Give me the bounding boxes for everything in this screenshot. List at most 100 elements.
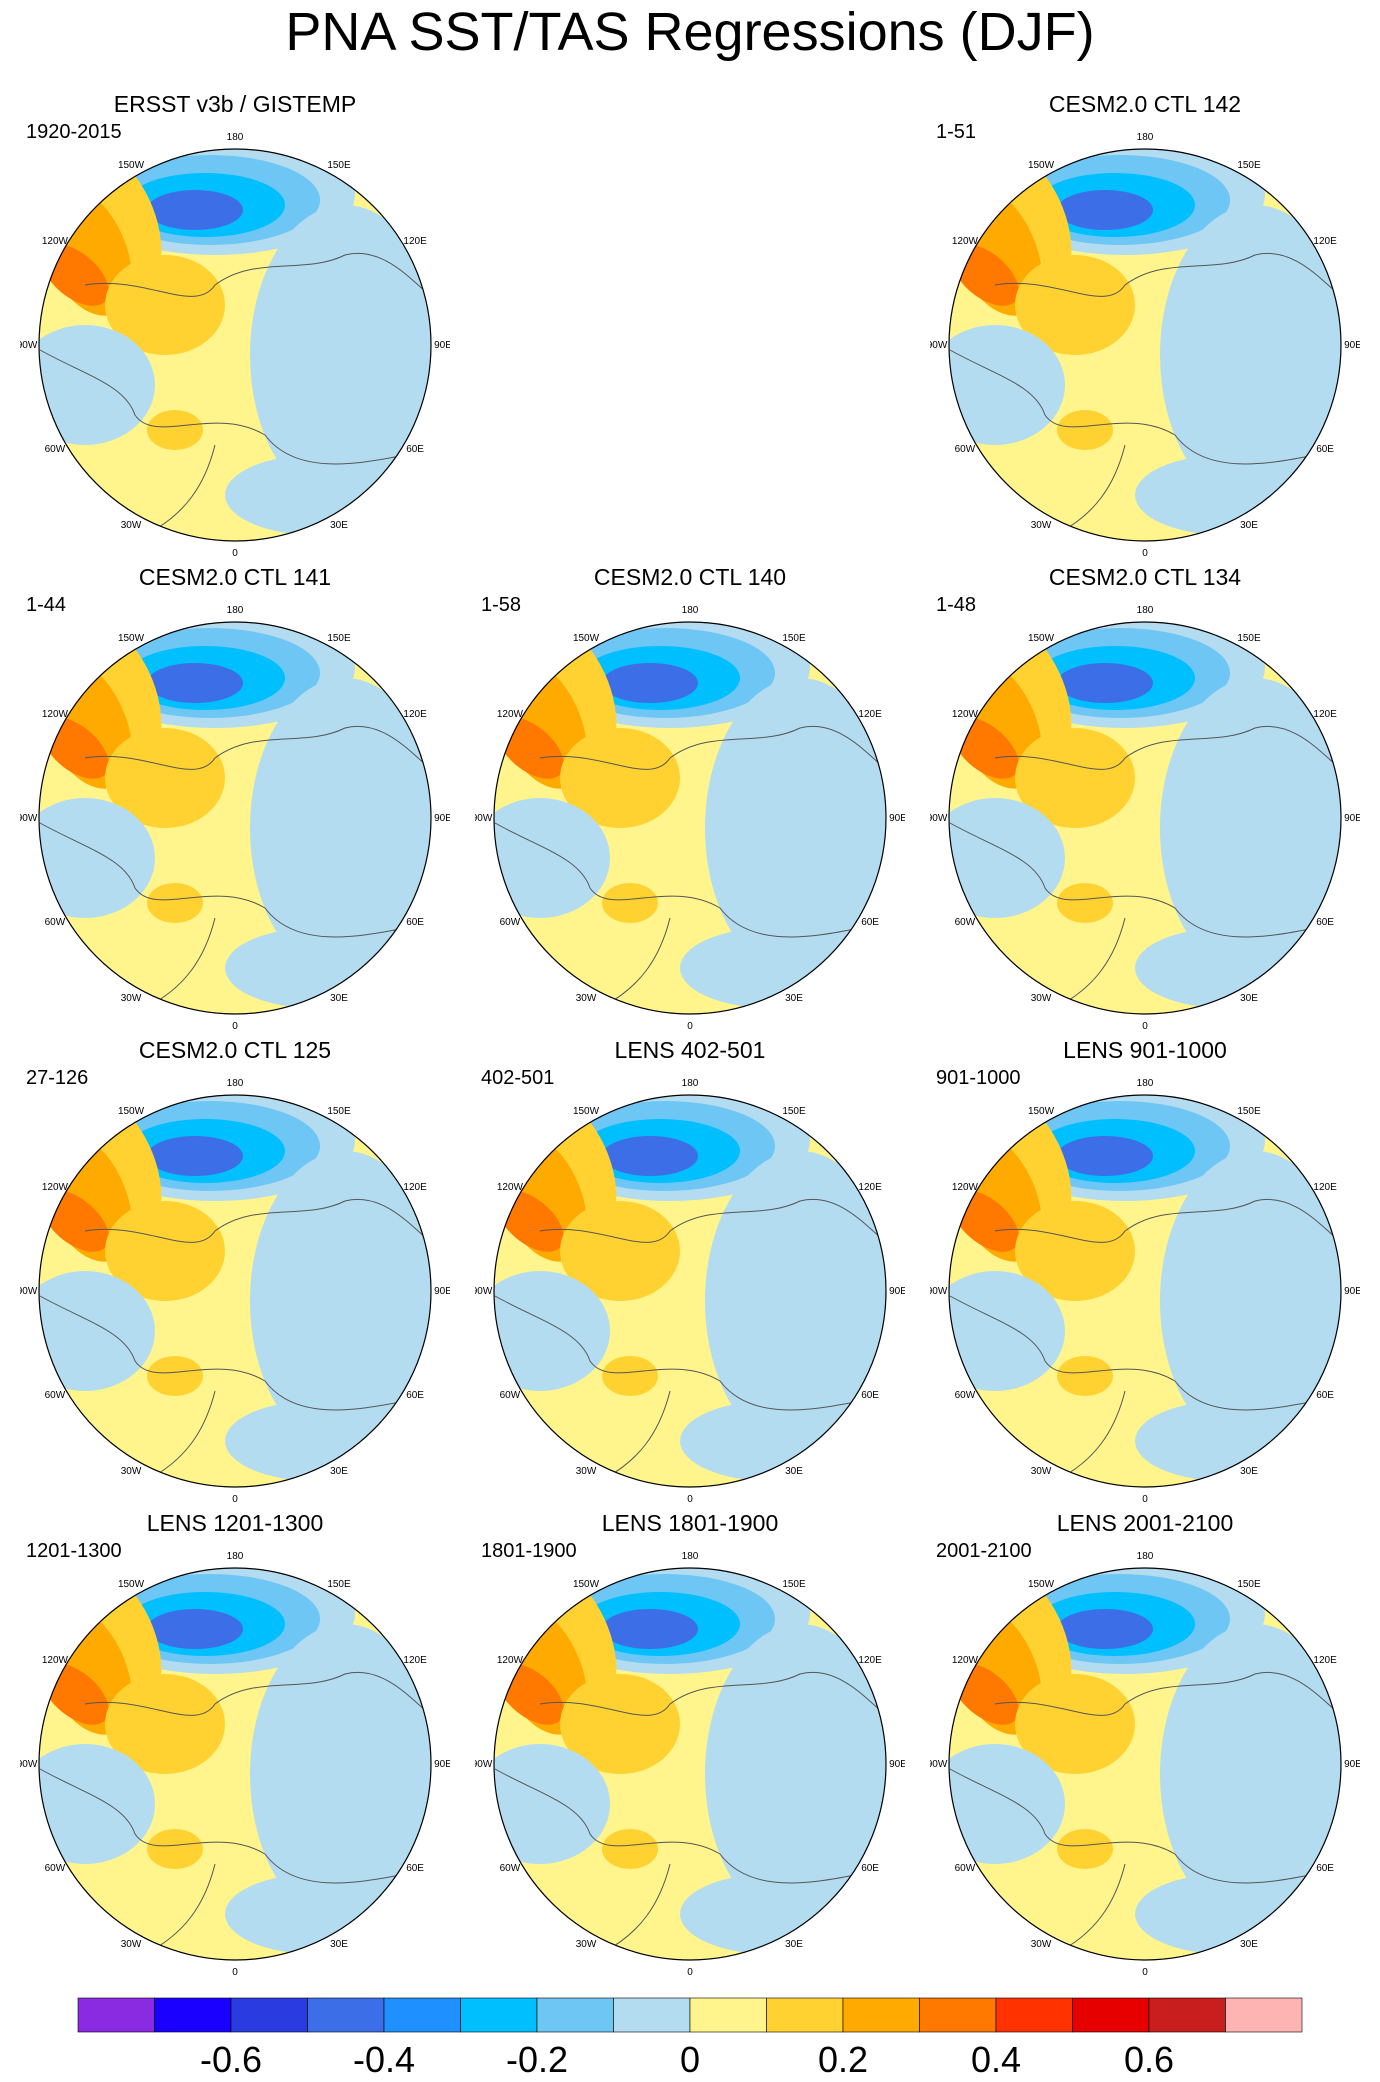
- eurasia-cool: [250, 205, 431, 505]
- longitude-label: 120W: [497, 709, 524, 720]
- atlantic-warm: [1057, 1356, 1113, 1396]
- colorbar: [77, 1997, 1303, 2033]
- longitude-label: 90W: [20, 813, 38, 824]
- longitude-label: 180: [227, 605, 244, 616]
- blue-lobe-core: [147, 1609, 243, 1649]
- longitude-label: 60E: [861, 1390, 879, 1401]
- longitude-label: 120E: [1313, 1655, 1337, 1666]
- longitude-label: 150W: [118, 1579, 145, 1590]
- longitude-label: 120E: [1313, 709, 1337, 720]
- colorbar-tick-label: -0.4: [352, 2039, 416, 2080]
- colorbar-tick-label: -0.6: [199, 2039, 263, 2080]
- longitude-label: 30E: [1240, 520, 1258, 531]
- north-america-warm: [1015, 1674, 1135, 1774]
- map-boundary: [493, 621, 887, 1015]
- colorbar-swatch: [460, 1997, 538, 2033]
- colorbar-swatch: [1072, 1997, 1150, 2033]
- map-boundary: [38, 1094, 432, 1488]
- longitude-label: 30E: [330, 520, 348, 531]
- coastline-south: [494, 1768, 861, 1884]
- atlantic-cool: [494, 1271, 610, 1391]
- longitude-label: 150E: [1237, 160, 1261, 171]
- colorbar-swatch: [1225, 1997, 1303, 2033]
- longitude-label: 60E: [1316, 1863, 1334, 1874]
- colorbar-swatch: [536, 1997, 614, 2033]
- map-boundary: [948, 621, 1342, 1015]
- longitude-label: 150E: [1237, 1579, 1261, 1590]
- longitude-label: 150E: [1237, 633, 1261, 644]
- map-boundary: [38, 1567, 432, 1961]
- panel-title: LENS 2001-2100: [1056, 1510, 1234, 1536]
- africa-cool: [680, 1874, 860, 1954]
- map-boundary: [493, 1094, 887, 1488]
- atlantic-cool: [39, 798, 155, 918]
- longitude-label: 0: [687, 1494, 693, 1505]
- polar-map: 180 150E 120E 90E 60E 30E 0 30W 60W 90W 120W 150W: [475, 605, 905, 1032]
- blue-lobe-core: [602, 1609, 698, 1649]
- longitude-label: 60E: [1316, 917, 1334, 928]
- eurasia-cool: [1160, 1151, 1341, 1451]
- north-america-warm: [105, 1201, 225, 1301]
- atlantic-warm: [602, 883, 658, 923]
- longitude-label: 150W: [573, 633, 600, 644]
- blue-lobe-core: [1057, 663, 1153, 703]
- longitude-label: 0: [1142, 1494, 1148, 1505]
- longitude-label: 120W: [952, 236, 979, 247]
- blue-lobe-core: [147, 1136, 243, 1176]
- colorbar-tick-label: 0.2: [817, 2039, 869, 2080]
- longitude-label: 90E: [434, 1759, 450, 1770]
- longitude-label: 90E: [434, 1286, 450, 1297]
- longitude-label: 0: [232, 1021, 238, 1032]
- atlantic-cool: [494, 798, 610, 918]
- longitude-label: 150E: [782, 633, 806, 644]
- longitude-label: 90W: [475, 1759, 493, 1770]
- longitude-label: 90E: [434, 340, 450, 351]
- longitude-label: 60W: [500, 1863, 521, 1874]
- panel-title: CESM2.0 CTL 141: [138, 564, 332, 590]
- longitude-label: 120E: [858, 1182, 882, 1193]
- regression-field: [949, 1568, 1341, 1960]
- coastline-north: [84, 1671, 431, 1716]
- colorbar-swatch: [919, 1997, 997, 2033]
- atlantic-warm: [147, 1829, 203, 1869]
- regression-field: [949, 1095, 1341, 1487]
- coastline-north: [994, 252, 1341, 297]
- longitude-label: 90W: [930, 340, 948, 351]
- panel-period-label: 901-1000: [936, 1067, 1021, 1089]
- map-boundary: [948, 148, 1342, 542]
- regression-field: [949, 149, 1341, 541]
- longitude-label: 90W: [930, 1759, 948, 1770]
- polar-map: 180 150E 120E 90E 60E 30E 0 30W 60W 90W 120W 150W: [20, 132, 450, 559]
- africa-cool: [1135, 455, 1315, 535]
- north-america-warm: [560, 1201, 680, 1301]
- coastline-south: [39, 349, 406, 465]
- panel-period-label: 402-501: [481, 1067, 555, 1089]
- north-america-warm: [105, 1674, 225, 1774]
- atlantic-warm: [147, 1356, 203, 1396]
- longitude-label: 60E: [406, 1863, 424, 1874]
- longitude-label: 60W: [955, 917, 976, 928]
- longitude-label: 150W: [573, 1106, 600, 1117]
- longitude-label: 90E: [889, 1759, 905, 1770]
- blue-lobe-core: [1057, 190, 1153, 230]
- atlantic-cool: [949, 1744, 1065, 1864]
- longitude-label: 60W: [500, 917, 521, 928]
- atlantic-warm: [602, 1356, 658, 1396]
- regression-field: [494, 622, 886, 1014]
- longitude-label: 150W: [1028, 1579, 1055, 1590]
- longitude-label: 120E: [858, 1655, 882, 1666]
- colorbar-tick-label: 0.6: [1123, 2039, 1175, 2080]
- longitude-label: 120E: [403, 236, 427, 247]
- coastline-north: [994, 725, 1341, 770]
- atlantic-warm: [147, 883, 203, 923]
- longitude-label: 30W: [121, 1939, 142, 1950]
- map-panel-ctl134: CESM2.0 CTL 134 180 150E 120E 90E 60E 30E 0 30W…: [930, 563, 1360, 1033]
- coastline-north: [539, 725, 886, 770]
- longitude-label: 120E: [1313, 236, 1337, 247]
- coastline-north: [84, 252, 431, 297]
- africa-cool: [225, 455, 405, 535]
- longitude-label: 30W: [121, 1466, 142, 1477]
- longitude-label: 180: [227, 132, 244, 143]
- eurasia-cool: [705, 1624, 886, 1924]
- longitude-label: 30W: [1031, 1939, 1052, 1950]
